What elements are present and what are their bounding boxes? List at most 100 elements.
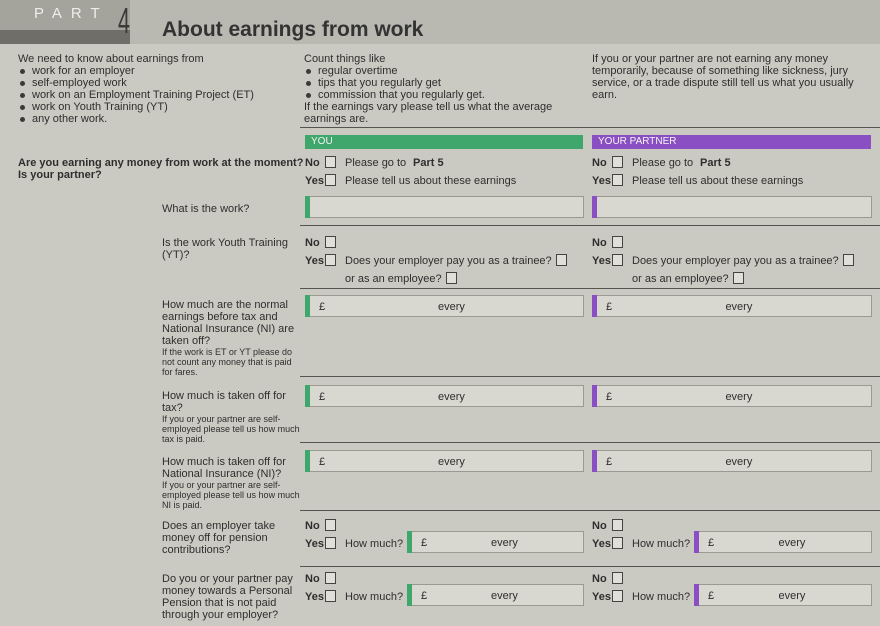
separator <box>300 566 880 567</box>
column-header <box>592 135 871 149</box>
checkbox <box>325 174 336 186</box>
pound-sign: £ <box>319 301 326 313</box>
pound-sign: £ <box>708 537 715 549</box>
bullet-text: work for an employer <box>32 65 135 77</box>
checkbox <box>325 156 336 168</box>
checkbox <box>446 272 457 284</box>
instruction: Please tell us about these earnings <box>345 175 517 187</box>
question-text: Is the work Youth Training (YT)? <box>162 237 288 261</box>
field-marker <box>592 450 597 472</box>
bullet <box>306 69 311 74</box>
every-label: every <box>725 391 753 403</box>
bullet-text: work on an Employment Training Project (… <box>32 89 254 101</box>
pound-sign: £ <box>708 590 715 602</box>
bullet-text: regular overtime <box>318 65 398 77</box>
part-number: 4 <box>118 0 131 41</box>
bullet <box>20 93 25 98</box>
how-much-label: How much? <box>345 538 404 550</box>
no-label: No <box>305 237 320 249</box>
column-header-text: YOU <box>311 136 333 147</box>
bullet-text: self-employed work <box>32 77 127 89</box>
bullet <box>306 81 311 86</box>
field-marker <box>694 584 699 606</box>
question: Do you or your partner pay money towards… <box>162 573 300 621</box>
bullet <box>306 93 311 98</box>
every-label: every <box>725 301 753 313</box>
field-marker <box>694 531 699 553</box>
yes-label: Yes <box>592 591 611 603</box>
checkbox <box>556 254 567 266</box>
no-label: No <box>592 573 607 585</box>
separator <box>300 442 880 443</box>
checkbox <box>325 572 336 584</box>
every-label: every <box>437 391 465 403</box>
yes-label: Yes <box>305 538 324 550</box>
question-option: or as an employee? <box>345 273 442 285</box>
header-part-block <box>0 0 130 30</box>
question: Does an employer take money off for pens… <box>162 520 300 556</box>
header-band <box>0 0 880 44</box>
checkbox <box>325 519 336 531</box>
question-text: How much is taken off for tax? <box>162 390 286 414</box>
question: Is the work Youth Training (YT)? <box>162 237 300 261</box>
every-label: every <box>491 590 518 602</box>
part-ref: Part 5 <box>413 157 444 169</box>
yes-label: Yes <box>305 591 324 603</box>
pound-sign: £ <box>606 301 613 313</box>
field-marker <box>592 385 597 407</box>
question: How much are the normal earnings before … <box>162 299 300 377</box>
checkbox <box>612 519 623 531</box>
how-much-label: How much? <box>632 591 691 603</box>
question-text: What is the work? <box>162 203 250 215</box>
question-text: Do you or your partner pay money towards… <box>162 573 293 621</box>
question-note: If you or your partner are self-employed… <box>162 480 300 510</box>
pound-sign: £ <box>319 456 326 468</box>
column-header-text: YOUR PARTNER <box>598 136 677 147</box>
bullet-text: any other work. <box>32 113 108 125</box>
bullet <box>20 81 25 86</box>
page-title: About earnings from work <box>162 18 424 41</box>
pound-sign: £ <box>319 391 326 403</box>
checkbox <box>733 272 744 284</box>
field-marker <box>305 295 310 317</box>
yes-label: Yes <box>592 255 611 267</box>
question-option: or as an employee? <box>632 273 729 285</box>
intro-text: If the earnings vary please tell us what… <box>304 101 553 125</box>
field-marker <box>592 295 597 317</box>
bullet <box>20 105 25 110</box>
intro-text: If you or your partner are not earning a… <box>592 53 854 101</box>
no-label: No <box>592 237 607 249</box>
pound-sign: £ <box>421 590 428 602</box>
checkbox <box>612 254 623 266</box>
input-field <box>305 196 584 218</box>
bullet-text: tips that you regularly get <box>318 77 441 89</box>
bullet-text: work on Youth Training (YT) <box>32 101 168 113</box>
every-label: every <box>778 537 806 549</box>
question-note: If the work is ET or YT please do not co… <box>162 347 293 377</box>
no-label: No <box>305 520 320 532</box>
field-marker <box>592 196 597 218</box>
checkbox <box>612 590 623 602</box>
every-label: every <box>491 537 518 549</box>
separator <box>300 127 880 128</box>
field-marker <box>305 196 310 218</box>
separator <box>300 225 880 226</box>
intro-text: We need to know about earnings from <box>18 53 204 65</box>
checkbox <box>843 254 854 266</box>
checkbox <box>612 572 623 584</box>
question: What is the work? <box>162 203 300 215</box>
question-text: How much is taken off for National Insur… <box>162 456 286 480</box>
column-header <box>305 135 583 149</box>
yes-label: Yes <box>592 538 611 550</box>
question-note: If you or your partner are self-employed… <box>162 414 300 444</box>
no-label: No <box>305 157 320 169</box>
question-option: Does your employer pay you as a trainee? <box>632 255 839 267</box>
checkbox <box>325 254 336 266</box>
instruction: Please go to <box>345 157 407 169</box>
how-much-label: How much? <box>632 538 691 550</box>
checkbox <box>612 236 623 248</box>
question: Is your partner? <box>18 169 102 181</box>
how-much-label: How much? <box>345 591 404 603</box>
checkbox <box>612 174 623 186</box>
